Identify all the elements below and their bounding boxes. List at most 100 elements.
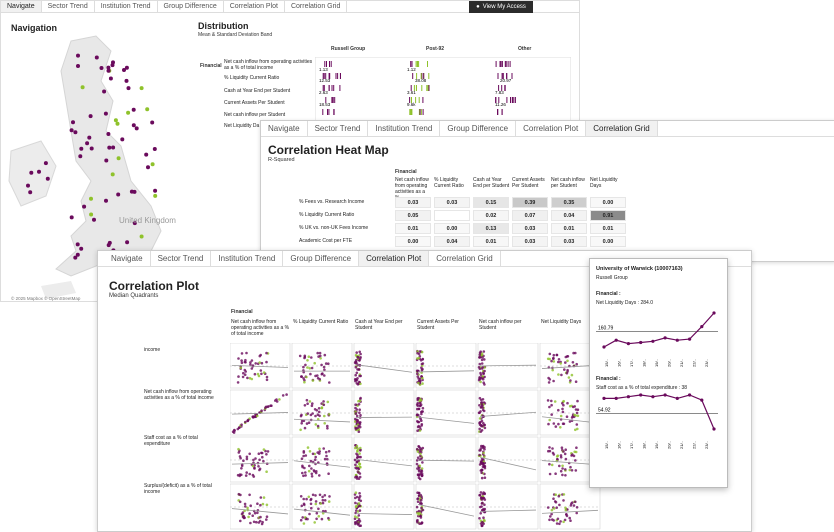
dist-tick: [512, 73, 513, 79]
scatter-point: [258, 452, 261, 455]
tab-correlation-plot[interactable]: Correlation Plot: [224, 1, 285, 12]
scatter-point: [417, 500, 420, 503]
scatter-point: [354, 374, 357, 377]
distribution-chart[interactable]: 1.13 12.53 2.63 18.53 1.12 38.08 3.61 9.…: [315, 57, 571, 123]
scatter-point: [301, 457, 304, 460]
scatter-point: [576, 428, 579, 431]
map-marker: [135, 126, 139, 130]
heatmap-column-header: Net cash inflow per Student: [551, 177, 589, 189]
scatter-point: [237, 357, 240, 360]
scatter-point: [254, 362, 257, 365]
heatmap-column-header: Net Liquidity Days: [590, 177, 628, 189]
scatter-point: [416, 506, 419, 509]
heatmap-cell: 0.03: [512, 223, 548, 234]
map-marker: [95, 56, 99, 60]
tab-institution-trend[interactable]: Institution Trend: [95, 1, 158, 12]
tab-correlation-plot[interactable]: Correlation Plot: [516, 121, 586, 136]
scatter-point: [478, 412, 481, 415]
scatter-point: [556, 455, 559, 458]
scatter-point: [318, 452, 321, 455]
scatter-point: [575, 363, 578, 366]
scatter-point: [548, 446, 551, 449]
tab-group-difference[interactable]: Group Difference: [440, 121, 516, 136]
scatter-point: [551, 509, 554, 512]
tab-institution-trend[interactable]: Institution Trend: [368, 121, 440, 136]
scatter-point: [557, 518, 560, 521]
scatter-point: [308, 513, 311, 516]
scatter-point: [480, 469, 483, 472]
map-marker: [100, 66, 104, 70]
dist-tick: [337, 73, 338, 79]
scatter-point: [356, 421, 359, 424]
scatter-point: [416, 352, 419, 355]
dist-tick: [334, 109, 335, 115]
scatter-point: [305, 454, 308, 457]
scatter-point: [248, 453, 251, 456]
scatter-point: [557, 409, 560, 412]
map-marker: [85, 141, 89, 145]
tab-sector-trend[interactable]: Sector Trend: [308, 121, 369, 136]
tab-correlation-grid[interactable]: Correlation Grid: [586, 121, 657, 136]
scatter-point: [265, 361, 268, 364]
scatter-point: [322, 447, 325, 450]
scatter-point: [265, 518, 268, 521]
scatter-point: [561, 474, 564, 477]
tab-sector-trend[interactable]: Sector Trend: [151, 251, 212, 266]
scatter-point: [358, 492, 361, 495]
scatter-point: [421, 369, 424, 372]
tab-navigate[interactable]: Navigate: [1, 1, 42, 12]
scatter-point: [255, 521, 258, 524]
tab-correlation-plot[interactable]: Correlation Plot: [359, 251, 429, 266]
scatter-point: [324, 499, 327, 502]
dist-tick: [340, 73, 341, 79]
scatter-point: [242, 515, 245, 518]
scatter-point: [558, 504, 561, 507]
tab-navigate[interactable]: Navigate: [261, 121, 308, 136]
view-access-button[interactable]: ●View My Access: [469, 1, 533, 13]
tab-group-difference[interactable]: Group Difference: [283, 251, 359, 266]
scatter-point: [308, 470, 311, 473]
scatter-point: [355, 491, 358, 494]
scatter-point: [241, 465, 244, 468]
tab-institution-trend[interactable]: Institution Trend: [211, 251, 283, 266]
scatter-point: [482, 493, 485, 496]
scatter-point: [300, 422, 303, 425]
scatter-point: [358, 502, 361, 505]
tab-group-difference[interactable]: Group Difference: [158, 1, 224, 12]
scatter-point: [355, 361, 358, 364]
scatter-point: [299, 429, 302, 432]
dist-tick: [429, 85, 430, 91]
scatter-point: [569, 466, 572, 469]
scatter-matrix[interactable]: [230, 343, 605, 531]
scatter-point: [311, 405, 314, 408]
dist-tick: [513, 97, 514, 103]
dist-tick: [422, 97, 423, 103]
heatmap-cell: 0.04: [434, 236, 470, 247]
scatter-point: [417, 397, 420, 400]
scatter-point: [355, 506, 358, 509]
scatter-point: [355, 453, 358, 456]
dist-tick: [510, 97, 511, 103]
dist-tick: [322, 109, 323, 115]
scatter-point: [260, 409, 263, 412]
scatter-point: [305, 498, 308, 501]
year-tick: 23/..: [704, 359, 709, 367]
trend-point: [615, 339, 618, 342]
scatter-point: [483, 410, 486, 413]
map-marker: [153, 194, 157, 198]
tab-correlation-grid[interactable]: Correlation Grid: [285, 1, 347, 12]
scatter-point: [300, 375, 303, 378]
scatter-point: [319, 352, 322, 355]
scatter-point: [418, 477, 421, 480]
scatter-point: [324, 354, 327, 357]
tab-correlation-grid[interactable]: Correlation Grid: [429, 251, 500, 266]
dist-value: 1.12: [407, 67, 416, 72]
scatter-point: [478, 517, 481, 520]
scatter-point: [263, 496, 266, 499]
scatter-point: [416, 467, 419, 470]
scatter-point: [244, 421, 247, 424]
map-marker: [104, 199, 108, 203]
tab-navigate[interactable]: Navigate: [104, 251, 151, 266]
scatter-point: [416, 498, 419, 501]
tab-sector-trend[interactable]: Sector Trend: [42, 1, 95, 12]
